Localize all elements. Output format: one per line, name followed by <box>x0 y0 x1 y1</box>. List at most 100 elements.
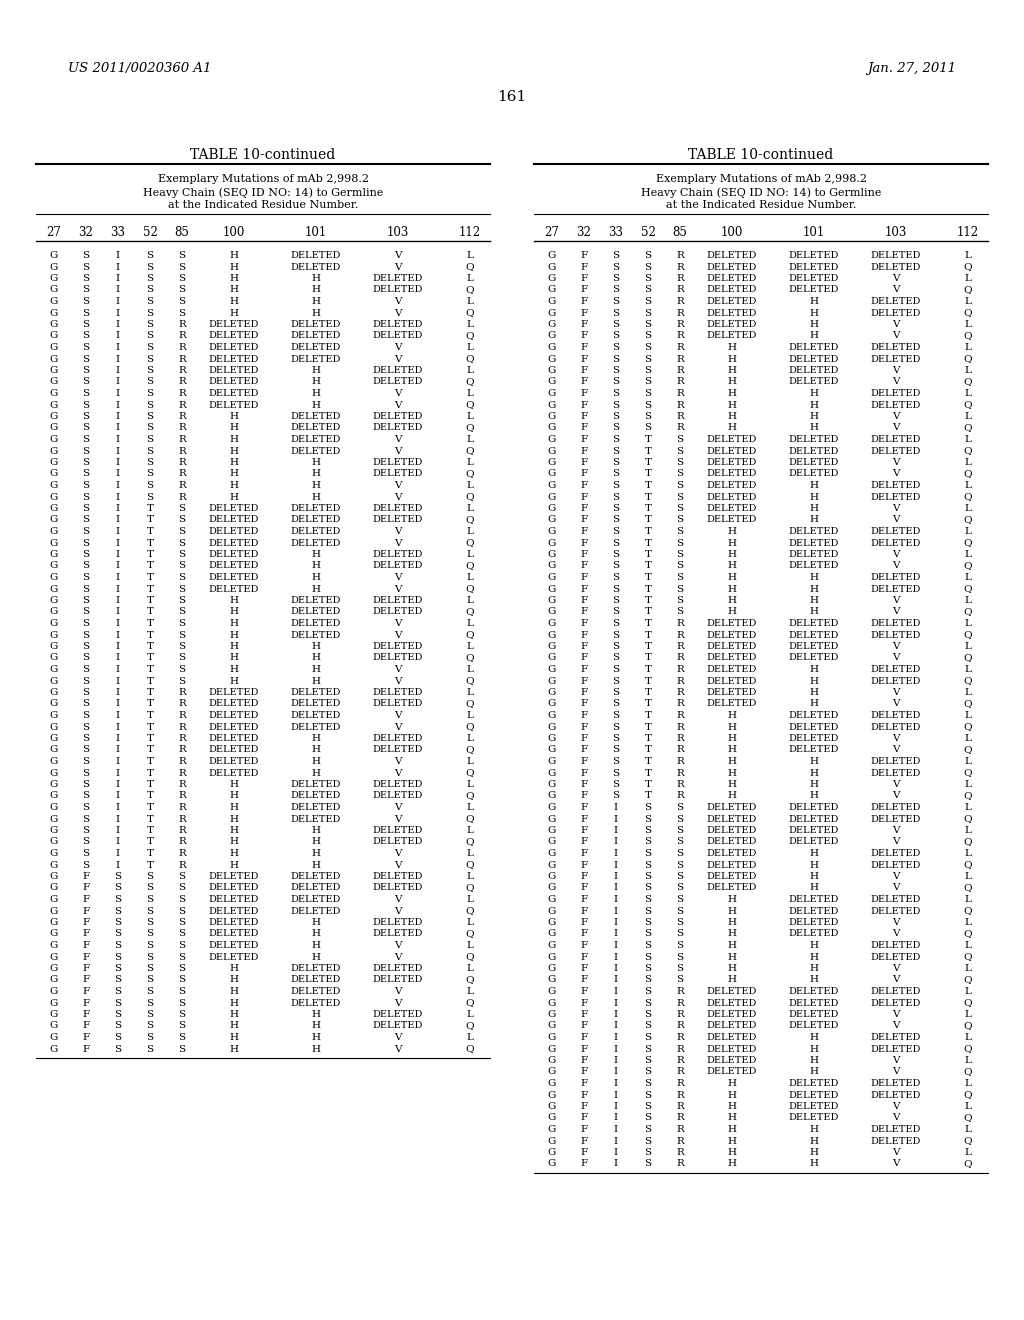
Text: H: H <box>727 917 736 927</box>
Text: F: F <box>581 1159 588 1168</box>
Text: DELETED: DELETED <box>788 550 840 558</box>
Text: R: R <box>676 722 684 731</box>
Text: G: G <box>50 642 58 651</box>
Text: Q: Q <box>964 446 973 455</box>
Text: Q: Q <box>466 607 474 616</box>
Text: V: V <box>892 561 900 570</box>
Text: S: S <box>178 676 185 685</box>
Text: G: G <box>50 619 58 628</box>
Text: V: V <box>394 722 401 731</box>
Text: S: S <box>612 722 620 731</box>
Text: G: G <box>50 653 58 663</box>
Text: S: S <box>644 953 651 961</box>
Text: S: S <box>644 826 651 836</box>
Text: DELETED: DELETED <box>707 1068 757 1077</box>
Text: DELETED: DELETED <box>870 492 922 502</box>
Text: S: S <box>644 1068 651 1077</box>
Text: F: F <box>581 504 588 513</box>
Text: DELETED: DELETED <box>788 436 840 444</box>
Text: DELETED: DELETED <box>291 814 341 824</box>
Text: S: S <box>612 516 620 524</box>
Text: S: S <box>178 1010 185 1019</box>
Text: G: G <box>548 964 556 973</box>
Text: F: F <box>581 722 588 731</box>
Text: L: L <box>467 1010 473 1019</box>
Text: DELETED: DELETED <box>291 527 341 536</box>
Text: V: V <box>394 1034 401 1041</box>
Text: R: R <box>178 746 186 755</box>
Text: L: L <box>965 1078 972 1088</box>
Text: H: H <box>229 263 239 272</box>
Text: R: R <box>676 1056 684 1065</box>
Text: H: H <box>311 676 321 685</box>
Text: S: S <box>83 837 89 846</box>
Text: Q: Q <box>964 676 973 685</box>
Text: F: F <box>581 550 588 558</box>
Text: G: G <box>548 998 556 1007</box>
Text: L: L <box>965 780 972 789</box>
Text: Q: Q <box>964 1090 973 1100</box>
Text: Q: Q <box>466 285 474 294</box>
Text: R: R <box>178 803 186 812</box>
Text: H: H <box>810 319 818 329</box>
Text: H: H <box>810 873 818 880</box>
Text: G: G <box>548 585 556 594</box>
Text: T: T <box>146 539 154 548</box>
Text: L: L <box>965 436 972 444</box>
Text: S: S <box>677 975 684 985</box>
Text: S: S <box>146 1034 154 1041</box>
Text: Q: Q <box>466 539 474 548</box>
Text: H: H <box>311 665 321 675</box>
Text: S: S <box>146 343 154 352</box>
Text: G: G <box>548 746 556 755</box>
Text: G: G <box>548 1125 556 1134</box>
Text: DELETED: DELETED <box>788 1102 840 1111</box>
Text: S: S <box>612 585 620 594</box>
Text: R: R <box>178 355 186 363</box>
Text: G: G <box>548 550 556 558</box>
Text: V: V <box>394 676 401 685</box>
Text: S: S <box>612 676 620 685</box>
Text: S: S <box>644 964 651 973</box>
Text: G: G <box>50 492 58 502</box>
Text: H: H <box>810 516 818 524</box>
Text: Q: Q <box>466 585 474 594</box>
Text: F: F <box>581 1125 588 1134</box>
Text: G: G <box>548 1102 556 1111</box>
Text: G: G <box>50 929 58 939</box>
Text: L: L <box>965 319 972 329</box>
Text: DELETED: DELETED <box>707 676 757 685</box>
Text: L: L <box>467 275 473 282</box>
Text: F: F <box>581 1056 588 1065</box>
Text: F: F <box>581 746 588 755</box>
Text: G: G <box>548 814 556 824</box>
Text: T: T <box>146 550 154 558</box>
Text: G: G <box>548 492 556 502</box>
Text: T: T <box>146 756 154 766</box>
Text: I: I <box>116 814 120 824</box>
Text: T: T <box>146 676 154 685</box>
Text: T: T <box>146 607 154 616</box>
Text: G: G <box>50 251 58 260</box>
Text: T: T <box>644 492 651 502</box>
Text: L: L <box>467 319 473 329</box>
Text: L: L <box>467 873 473 880</box>
Text: T: T <box>146 803 154 812</box>
Text: DELETED: DELETED <box>707 1010 757 1019</box>
Text: Q: Q <box>964 263 973 272</box>
Text: F: F <box>581 768 588 777</box>
Text: G: G <box>548 917 556 927</box>
Text: V: V <box>394 1044 401 1053</box>
Text: V: V <box>892 688 900 697</box>
Text: L: L <box>965 987 972 997</box>
Text: H: H <box>229 412 239 421</box>
Text: V: V <box>394 941 401 950</box>
Text: S: S <box>83 700 89 709</box>
Text: H: H <box>229 826 239 836</box>
Text: DELETED: DELETED <box>291 631 341 639</box>
Text: L: L <box>965 412 972 421</box>
Text: I: I <box>614 975 618 985</box>
Text: H: H <box>311 929 321 939</box>
Text: DELETED: DELETED <box>373 550 423 558</box>
Text: T: T <box>644 516 651 524</box>
